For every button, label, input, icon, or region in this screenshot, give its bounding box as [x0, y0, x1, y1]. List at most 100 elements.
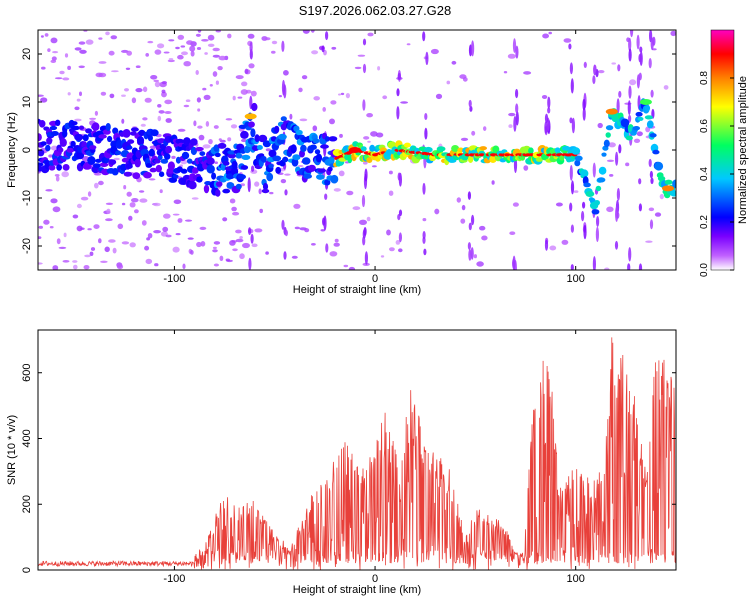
ridge-mark	[108, 159, 117, 166]
streak-mark	[468, 99, 472, 108]
speckle-mark	[265, 251, 269, 255]
ridge-mark	[328, 136, 338, 142]
streak-mark	[515, 88, 519, 99]
ridge-mark	[111, 168, 119, 176]
speckle-mark	[98, 180, 104, 186]
speckle-mark	[388, 170, 393, 175]
speckle-mark	[47, 48, 51, 52]
speckle-mark	[40, 35, 44, 38]
ridge-mark	[243, 145, 251, 154]
speckle-mark	[98, 238, 102, 244]
speckle-mark	[52, 206, 61, 213]
ridge-mark	[595, 185, 602, 192]
streak-mark	[361, 194, 366, 208]
streak-mark	[595, 226, 600, 242]
streak-mark	[325, 31, 329, 41]
ridge-mark	[248, 121, 255, 128]
streak-mark	[397, 172, 401, 181]
speckle-mark	[212, 246, 217, 250]
speckle-mark	[104, 246, 110, 253]
ridge-mark	[45, 144, 51, 152]
speckle-mark	[195, 70, 199, 75]
speckle-mark	[561, 239, 569, 245]
ridge-mark	[307, 164, 316, 172]
speckle-mark	[184, 219, 193, 222]
streak-mark	[247, 177, 251, 193]
ridge-mark	[46, 137, 53, 145]
speckle-mark	[242, 242, 250, 249]
ridge-mark	[188, 173, 197, 183]
hotspot-mark	[244, 113, 257, 120]
ridge-mark	[290, 144, 297, 154]
ridge-mark	[183, 137, 191, 146]
speckle-mark	[56, 238, 61, 245]
speckle-mark	[509, 231, 516, 235]
ridge-mark	[199, 151, 206, 157]
speckle-mark	[93, 224, 100, 230]
speckle-mark	[80, 196, 89, 201]
ridge-mark	[424, 146, 433, 153]
ridge-mark	[190, 138, 198, 146]
speckle-mark	[204, 52, 208, 55]
speckle-mark	[645, 240, 653, 243]
speckle-mark	[202, 87, 207, 91]
speckle-mark	[312, 125, 318, 132]
ridge-mark	[644, 104, 651, 112]
speckle-mark	[121, 94, 126, 97]
ridge-mark	[369, 144, 376, 152]
speckle-mark	[186, 40, 194, 45]
speckle-mark	[181, 51, 188, 56]
ridge-mark	[275, 166, 282, 174]
speckle-mark	[331, 46, 337, 50]
ridge-mark	[261, 156, 267, 163]
streak-mark	[638, 203, 643, 212]
ridge-mark	[127, 139, 135, 144]
streak-mark	[582, 201, 586, 209]
streak-mark	[323, 215, 327, 231]
speckle-mark	[50, 198, 58, 204]
ridge-mark	[492, 145, 500, 154]
ridge-mark	[603, 139, 610, 148]
speckle-mark	[389, 247, 395, 252]
snr-y-tick-label: 400	[21, 429, 33, 447]
speckle-mark	[38, 236, 42, 239]
speckle-mark	[187, 237, 194, 240]
streak-mark	[569, 165, 573, 181]
ridge-mark	[262, 182, 269, 191]
ridge-mark	[632, 126, 640, 131]
ridge-mark	[55, 119, 61, 127]
ridge-mark	[280, 116, 287, 122]
colorbar	[710, 29, 735, 271]
speckle-mark	[542, 33, 549, 39]
speckle-mark	[235, 75, 244, 80]
speckle-mark	[78, 65, 85, 69]
speckle-mark	[38, 262, 43, 265]
speckle-mark	[357, 54, 366, 57]
ridge-mark	[646, 120, 654, 129]
ridge-mark	[580, 169, 589, 178]
speckle-mark	[625, 162, 630, 167]
speckle-mark	[523, 71, 532, 75]
ridge-mark	[594, 200, 600, 206]
ridge-mark	[654, 161, 664, 171]
ridge-mark	[598, 166, 607, 175]
speckle-mark	[247, 33, 255, 39]
speckle-mark	[333, 188, 341, 192]
speckle-mark	[209, 84, 213, 87]
speckle-mark	[196, 241, 202, 248]
ridge-mark	[672, 179, 676, 189]
speckle-mark	[476, 261, 484, 267]
speckle-mark	[375, 132, 384, 138]
speckle-mark	[548, 31, 552, 35]
ridge-mark	[314, 149, 321, 155]
speckle-mark	[227, 137, 232, 142]
hotspot-mark	[639, 99, 652, 105]
ridge-mark	[300, 144, 307, 152]
streak-mark	[515, 111, 519, 126]
ridge-mark	[597, 177, 606, 183]
speckle-mark	[162, 226, 169, 232]
ridge-mark	[112, 127, 119, 135]
streak-mark	[396, 88, 400, 97]
streak-mark	[592, 256, 596, 270]
speckle-mark	[51, 56, 57, 61]
